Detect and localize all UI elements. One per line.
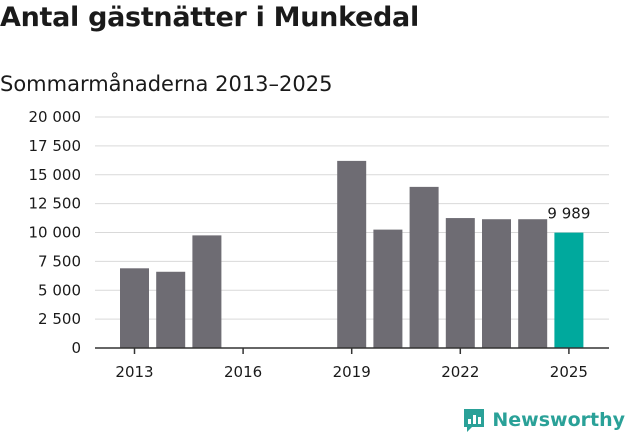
y-tick-label: 5 000 xyxy=(38,281,81,299)
x-tick-label: 2025 xyxy=(550,363,588,381)
newsworthy-logo: Newsworthy xyxy=(462,407,625,433)
bar-2025 xyxy=(554,232,584,348)
brand-name: Newsworthy xyxy=(492,409,625,431)
bar-2013 xyxy=(120,268,149,348)
bar-2021 xyxy=(409,186,439,348)
newsworthy-icon xyxy=(464,409,485,432)
bar-2015 xyxy=(192,235,222,348)
bar-2014 xyxy=(156,271,186,348)
x-tick-label: 2022 xyxy=(441,363,479,381)
x-tick-label: 2016 xyxy=(224,363,262,381)
y-tick-label: 15 000 xyxy=(29,166,82,184)
y-tick-label: 2 500 xyxy=(38,310,81,328)
x-tick-label: 2013 xyxy=(115,363,153,381)
y-tick-label: 10 000 xyxy=(29,224,82,242)
data-label: 9 989 xyxy=(547,205,590,223)
chart-title: Antal gästnätter i Munkedal xyxy=(0,2,419,33)
bar-2020 xyxy=(373,229,403,348)
x-tick-label: 2019 xyxy=(333,363,371,381)
bar-2024 xyxy=(518,219,548,348)
bar-2023 xyxy=(482,219,511,348)
y-tick-label: 0 xyxy=(71,339,81,357)
bar-2019 xyxy=(337,160,367,348)
bar-2022 xyxy=(445,218,475,348)
chart-subtitle: Sommarmånaderna 2013–2025 xyxy=(0,72,333,96)
y-tick-label: 17 500 xyxy=(29,137,82,155)
y-tick-label: 7 500 xyxy=(38,252,81,270)
y-tick-label: 20 000 xyxy=(29,108,82,126)
y-tick-label: 12 500 xyxy=(29,195,82,213)
